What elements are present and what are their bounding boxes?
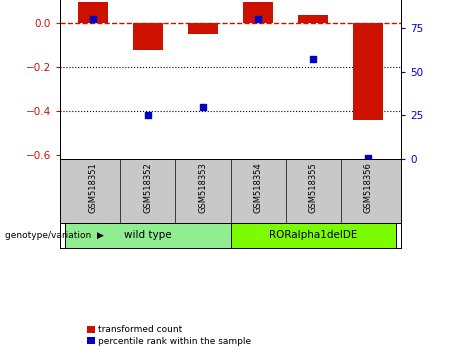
Text: GSM518355: GSM518355 xyxy=(308,162,318,213)
Point xyxy=(199,104,207,109)
Point xyxy=(144,113,152,118)
Bar xyxy=(78,1,108,23)
Bar xyxy=(188,23,218,34)
Point xyxy=(89,16,97,22)
Point xyxy=(309,57,317,62)
Text: GSM518352: GSM518352 xyxy=(143,162,153,213)
Bar xyxy=(230,223,396,248)
Point xyxy=(364,155,372,160)
Text: GSM518351: GSM518351 xyxy=(89,162,97,213)
Text: genotype/variation  ▶: genotype/variation ▶ xyxy=(5,231,103,240)
Text: GSM518353: GSM518353 xyxy=(199,162,207,213)
Bar xyxy=(65,223,230,248)
Bar xyxy=(298,15,328,23)
Text: GSM518356: GSM518356 xyxy=(364,162,372,213)
Bar xyxy=(243,1,273,23)
Bar xyxy=(133,23,163,50)
Text: wild type: wild type xyxy=(124,230,172,240)
Text: RORalpha1delDE: RORalpha1delDE xyxy=(269,230,357,240)
Point xyxy=(254,16,262,22)
Text: GSM518354: GSM518354 xyxy=(254,162,262,213)
Bar xyxy=(353,23,383,120)
Legend: transformed count, percentile rank within the sample: transformed count, percentile rank withi… xyxy=(88,325,251,346)
